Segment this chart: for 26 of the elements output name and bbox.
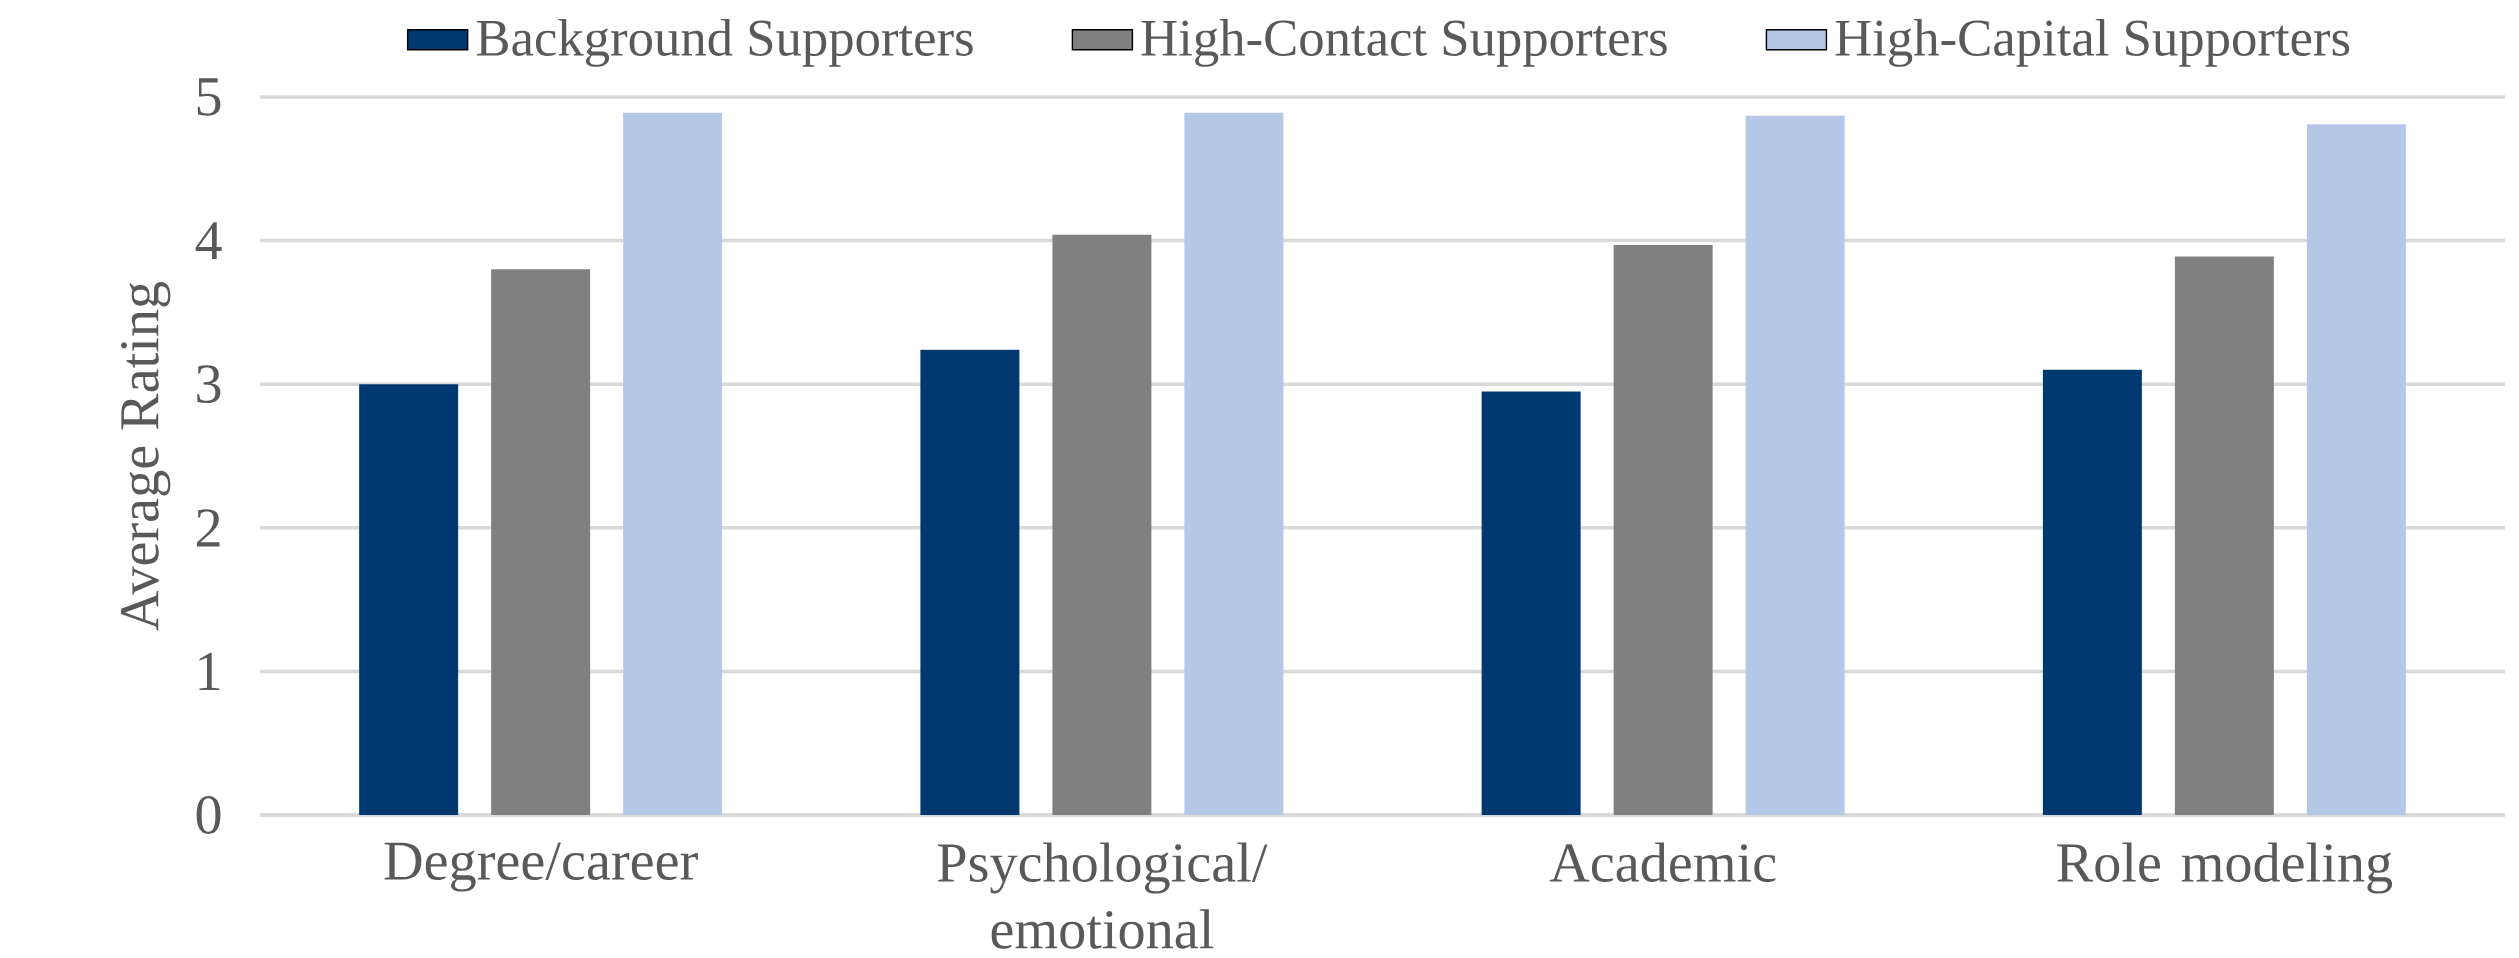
bar — [920, 349, 1020, 815]
bar — [1613, 244, 1713, 815]
bar — [623, 112, 723, 815]
y-tick-label: 5 — [197, 78, 221, 116]
x-tick-label: Psychological/ emotional — [937, 842, 1268, 949]
bar — [2174, 256, 2274, 815]
y-tick-label: 3 — [197, 365, 221, 404]
x-tick-label: Role modeling — [2057, 842, 2393, 894]
bar — [1481, 391, 1581, 815]
bar — [1052, 234, 1152, 815]
bar — [491, 269, 591, 815]
y-tick-label: 1 — [199, 652, 220, 690]
bar — [1745, 115, 1845, 815]
y-tick-label: 4 — [195, 222, 222, 260]
y-tick-label: 0 — [196, 796, 221, 834]
y-tick-label: 2 — [196, 509, 220, 547]
bar — [2042, 369, 2142, 815]
bar — [359, 384, 459, 815]
legend-label: Background Supporters — [476, 18, 973, 67]
bar — [2306, 124, 2406, 815]
legend-label: High-Capital Supporters — [1835, 18, 2350, 67]
y-axis-title: Average Rating — [121, 281, 171, 631]
x-tick-label: Academic — [1549, 842, 1776, 882]
bar — [1184, 112, 1284, 815]
x-tick-label: Degree/career — [384, 842, 698, 892]
legend-label: High-Contact Supporters — [1141, 18, 1667, 67]
